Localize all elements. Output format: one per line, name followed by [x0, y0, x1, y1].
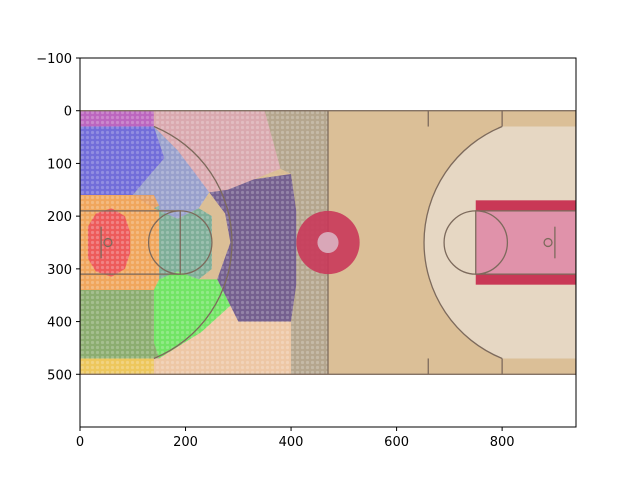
- left-key: [80, 210, 181, 275]
- axes-frame: [79, 57, 577, 428]
- right-paint: [475, 210, 576, 275]
- court-lines: [80, 110, 576, 375]
- zone-texture-left-corner-three-top: [80, 110, 154, 127]
- zone-texture-left-mid-bottom-wing: [153, 271, 231, 359]
- left-three-point-arc: [153, 125, 233, 360]
- zone-texture-left-bottom-arc-three: [153, 305, 292, 375]
- y-axis: −100 0 100 200 300 400 500: [36, 52, 80, 383]
- zone-texture-restricted-area: [87, 208, 131, 277]
- right-basket: [543, 237, 553, 248]
- y-tick-label: 100: [47, 157, 72, 172]
- y-tick-label: −100: [36, 52, 72, 67]
- y-tick-label: 500: [47, 368, 72, 383]
- right-three-point-arc: [423, 125, 503, 360]
- x-axis: 0 200 400 600 800: [76, 427, 515, 450]
- shot-zones: [80, 110, 328, 375]
- x-tick-label: 400: [279, 435, 304, 450]
- zone-texture-left-corner-three-bottom: [80, 358, 154, 375]
- zone-texture-left-elbow-free-throw: [153, 205, 212, 280]
- x-tick-label: 800: [490, 435, 515, 450]
- zone-texture-left-top-of-key-three: [209, 173, 297, 322]
- right-key: [475, 210, 576, 275]
- zone-texture-left-wing-three-bottom: [80, 289, 160, 359]
- y-tick-label: 300: [47, 263, 72, 278]
- zone-texture-left-top-arc-three: [153, 110, 281, 193]
- x-tick-label: 0: [76, 435, 84, 450]
- center-circle-inner: [317, 231, 339, 254]
- zone-texture-midcourt-backcourt: [264, 110, 328, 375]
- left-free-throw-circle: [147, 210, 213, 275]
- y-tick-label: 400: [47, 316, 72, 331]
- plot-area: [80, 110, 576, 375]
- y-tick-label: 200: [47, 210, 72, 225]
- right-free-throw-circle: [443, 210, 509, 275]
- x-tick-label: 600: [384, 435, 409, 450]
- zone-texture-left-wing-three-top: [80, 126, 165, 196]
- x-tick-label: 200: [173, 435, 198, 450]
- y-tick-label: 0: [64, 105, 72, 120]
- left-basket: [103, 237, 113, 248]
